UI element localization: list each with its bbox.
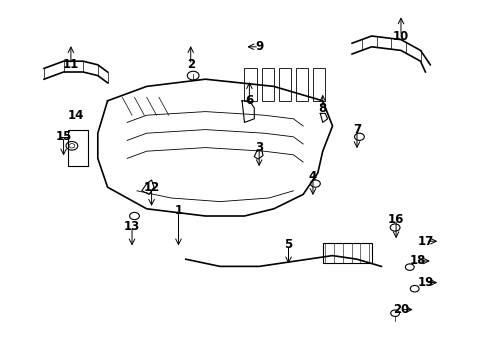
Bar <box>322 243 371 263</box>
Bar <box>68 130 88 166</box>
Text: 1: 1 <box>174 204 182 217</box>
Text: 9: 9 <box>255 40 263 53</box>
Text: 13: 13 <box>123 220 140 233</box>
Text: 3: 3 <box>255 141 263 154</box>
Bar <box>312 68 325 101</box>
Text: 2: 2 <box>186 58 194 71</box>
Bar <box>295 68 307 101</box>
Bar <box>261 68 273 101</box>
Text: 8: 8 <box>318 102 326 114</box>
Text: 15: 15 <box>55 130 72 143</box>
Text: 16: 16 <box>387 213 404 226</box>
Text: 5: 5 <box>284 238 292 251</box>
Text: 14: 14 <box>67 109 84 122</box>
Text: 6: 6 <box>245 94 253 107</box>
Text: 11: 11 <box>62 58 79 71</box>
Text: 20: 20 <box>392 303 408 316</box>
Text: 12: 12 <box>143 181 160 194</box>
Text: 4: 4 <box>308 170 316 183</box>
Text: 18: 18 <box>409 255 426 267</box>
Text: 19: 19 <box>416 276 433 289</box>
Text: 10: 10 <box>392 30 408 42</box>
Bar <box>244 68 256 101</box>
Text: 17: 17 <box>416 235 433 248</box>
Text: 7: 7 <box>352 123 360 136</box>
Bar <box>278 68 290 101</box>
